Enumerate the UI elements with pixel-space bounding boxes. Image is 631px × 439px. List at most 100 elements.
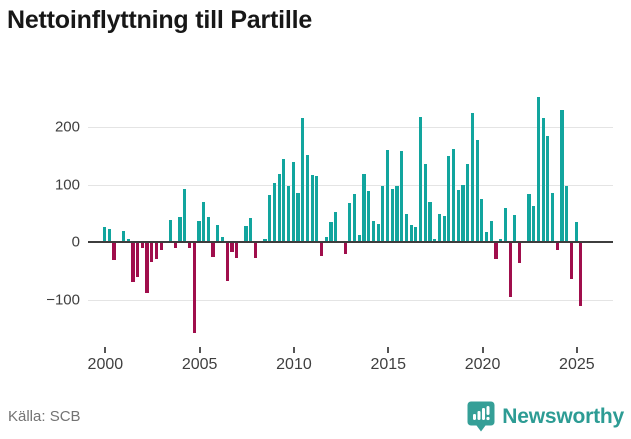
bar (291, 162, 295, 242)
bar (517, 242, 522, 263)
bar (541, 117, 545, 242)
bar (282, 158, 286, 242)
bar (230, 242, 234, 252)
bar (192, 242, 196, 333)
bar (225, 242, 229, 282)
bar (470, 113, 475, 242)
bar (244, 225, 248, 242)
bar (305, 154, 309, 242)
y-axis-label: −100 (46, 291, 80, 308)
bar (536, 97, 541, 242)
newsworthy-wordmark: Newsworthy (502, 404, 624, 428)
bar (324, 236, 328, 242)
bar (187, 242, 192, 248)
zero-baseline (88, 241, 613, 243)
bar (423, 164, 427, 242)
bar (550, 192, 555, 242)
bar (329, 222, 333, 242)
bar (442, 215, 446, 242)
bar (461, 184, 465, 242)
bar (197, 220, 201, 242)
bar (334, 211, 338, 242)
bar (560, 110, 564, 242)
bar (315, 175, 319, 242)
bar (400, 150, 404, 242)
bar (211, 242, 215, 257)
bar (381, 186, 385, 242)
gridline--100 (88, 300, 613, 301)
bar (131, 242, 135, 282)
bar (433, 239, 437, 242)
bar (173, 242, 177, 249)
bar (475, 139, 479, 242)
bar (103, 227, 107, 242)
bar (532, 206, 536, 242)
bar (140, 242, 144, 249)
bar (183, 188, 187, 242)
x-axis-label: 2020 (464, 356, 501, 373)
bar (319, 242, 324, 257)
bar (447, 156, 451, 242)
bar (376, 224, 380, 242)
bar (428, 202, 432, 242)
gridline-100 (88, 185, 613, 186)
bar (362, 174, 366, 242)
bar (527, 194, 531, 242)
bar (395, 185, 399, 242)
x-axis-label: 2015 (370, 356, 407, 373)
bar (503, 208, 508, 242)
bar (371, 220, 376, 242)
x-axis-label: 2005 (181, 356, 218, 373)
bar (159, 242, 163, 250)
newsworthy-logo[interactable]: Newsworthy (467, 401, 624, 432)
x-axis-tick (104, 347, 107, 353)
bar (508, 242, 512, 298)
bar (136, 242, 140, 277)
x-axis-tick (198, 347, 201, 353)
bar (494, 242, 498, 259)
bar (451, 149, 456, 242)
x-axis-tick (481, 347, 484, 353)
x-axis-tick (575, 347, 578, 353)
bar (546, 136, 550, 242)
bar (178, 217, 182, 242)
gridline-200 (88, 127, 613, 128)
bar (301, 118, 305, 242)
bar (499, 239, 503, 242)
bar (418, 117, 423, 242)
bar (574, 222, 578, 242)
bar (390, 188, 394, 242)
bar (466, 164, 470, 242)
bar (216, 224, 220, 243)
bar (126, 238, 130, 242)
bar (268, 194, 272, 242)
bar (555, 242, 559, 250)
bar (277, 174, 281, 242)
bar (414, 227, 418, 242)
x-axis-label: 2000 (87, 356, 124, 373)
x-axis-tick (292, 347, 295, 353)
chart-title: Nettoinflyttning till Partille (7, 6, 313, 34)
bar (169, 220, 173, 242)
bar (107, 229, 111, 242)
x-axis-label: 2010 (276, 356, 312, 373)
bar (121, 231, 126, 242)
y-axis-label: 200 (54, 118, 80, 136)
bar (202, 201, 206, 243)
bar (150, 242, 154, 262)
newsworthy-speech-bubble-bar-chart-icon (467, 401, 495, 432)
bar (569, 242, 574, 280)
bar (484, 232, 489, 242)
bar (112, 242, 116, 261)
bar (456, 190, 460, 242)
x-axis-tick (387, 347, 390, 353)
bar (296, 193, 300, 242)
bar (145, 242, 149, 294)
bar (348, 202, 352, 242)
bar (480, 198, 484, 242)
bar (385, 150, 390, 242)
bar (404, 213, 409, 242)
bar (489, 220, 493, 242)
bar (367, 191, 371, 242)
